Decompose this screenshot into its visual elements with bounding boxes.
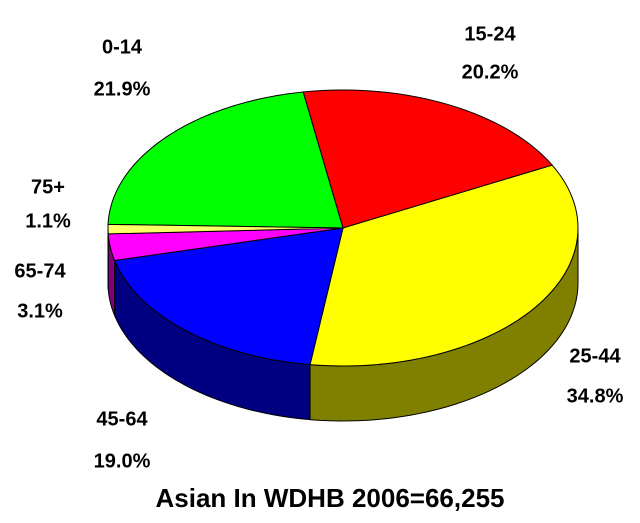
slice [107,91,344,229]
slice-label: 75+ [31,176,65,198]
value-label: 19.0% [94,450,151,472]
slice [107,223,344,235]
slice [107,227,344,262]
slice-label: 65-74 [14,260,66,282]
slice-label: 45-64 [96,408,148,430]
value-label: 1.1% [25,210,71,232]
value-label: 34.8% [567,385,624,407]
slice-label: 25-44 [569,345,621,367]
value-label: 3.1% [17,300,63,322]
slice-label: 0-14 [102,36,143,58]
slice [302,89,554,229]
slice [113,227,344,366]
chart-title: Asian In WDHB 2006=66,255 [156,483,505,513]
slice [309,164,579,367]
slice-label: 15-24 [464,23,516,45]
value-label: 20.2% [462,61,519,83]
value-label: 21.9% [94,78,151,100]
